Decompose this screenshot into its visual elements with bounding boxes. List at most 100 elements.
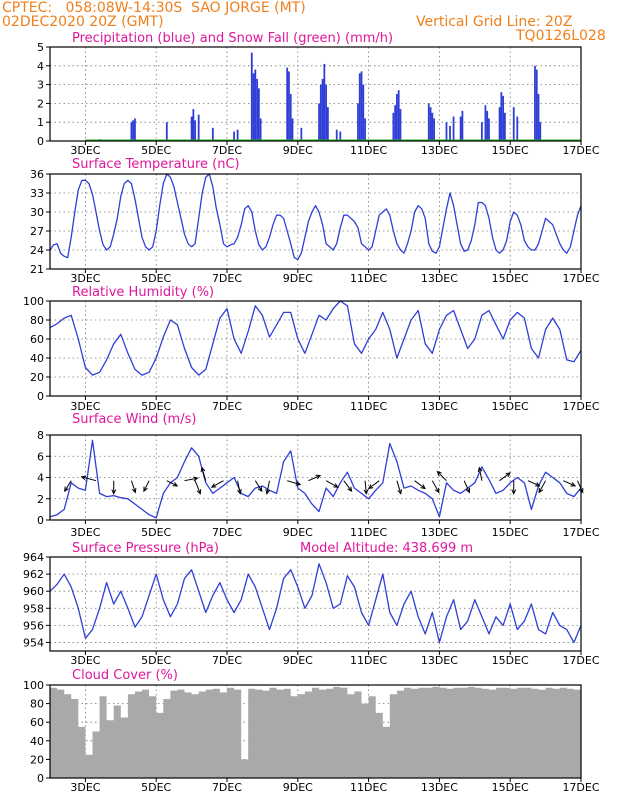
wind-vector-head bbox=[434, 487, 440, 494]
wind-vector-head bbox=[363, 489, 369, 495]
precip-bar bbox=[394, 105, 397, 141]
y-tick-label: 6 bbox=[37, 450, 44, 463]
precip-bar bbox=[397, 90, 400, 141]
x-tick-label: 13DEC bbox=[421, 781, 458, 794]
series-line bbox=[49, 173, 582, 261]
model-code: TQ0126L028 bbox=[516, 28, 606, 44]
x-tick-label: 17DEC bbox=[562, 144, 599, 157]
wind-vector-head bbox=[436, 470, 442, 476]
precip-bar bbox=[319, 84, 322, 141]
precip-bar bbox=[130, 122, 133, 141]
plot-frame bbox=[49, 173, 582, 270]
precip-bar bbox=[256, 78, 258, 141]
y-tick-label: 5 bbox=[37, 41, 44, 54]
panel-3: 0 20 40 60 80 100 3DEC 5DEC 7DEC 9DEC 11DEC 13DEC 15… bbox=[23, 285, 600, 413]
plot-frame bbox=[49, 300, 582, 397]
y-tick-label: 0 bbox=[37, 772, 44, 785]
x-tick-label: 15DEC bbox=[492, 272, 529, 285]
wind-vector bbox=[130, 480, 136, 493]
precip-bar bbox=[321, 78, 324, 141]
panel-6: 0 20 40 60 80 100 3DEC 5DEC 7DEC 9DEC 11DEC 13DEC 15… bbox=[23, 668, 600, 794]
wind-vector bbox=[81, 476, 97, 482]
wind-vector bbox=[254, 480, 263, 492]
y-tick-label: 1 bbox=[37, 116, 44, 129]
precip-bar bbox=[392, 112, 395, 141]
precip-bar bbox=[500, 92, 503, 141]
precip-bar bbox=[165, 122, 168, 141]
plot-frame bbox=[49, 46, 582, 142]
wind-vector bbox=[414, 480, 426, 489]
wind-vector bbox=[364, 480, 367, 494]
x-tick-label: 7DEC bbox=[212, 144, 242, 157]
precip-bar bbox=[194, 120, 197, 141]
x-tick-label: 13DEC bbox=[421, 144, 458, 157]
precip-bar bbox=[291, 118, 294, 141]
wind-vector bbox=[64, 480, 72, 492]
panel-title: Precipitation (blue) and Snow Fall (gree… bbox=[72, 31, 393, 46]
series-line bbox=[49, 300, 582, 376]
panel-title: Surface Temperature (nC) bbox=[72, 157, 240, 172]
x-tick-label: 11DEC bbox=[350, 144, 387, 157]
wind-vector-head bbox=[477, 466, 483, 473]
x-tick-label: 13DEC bbox=[421, 654, 458, 667]
x-tick-label: 17DEC bbox=[562, 654, 599, 667]
y-tick-label: 962 bbox=[23, 568, 44, 581]
y-tick-label: 4 bbox=[37, 472, 44, 485]
wind-vector bbox=[527, 480, 540, 487]
x-tick-label: 5DEC bbox=[141, 144, 171, 157]
precip-bar bbox=[512, 107, 515, 141]
y-tick-label: 2 bbox=[37, 97, 44, 110]
wind-vector bbox=[143, 480, 150, 492]
wind-vector bbox=[478, 467, 483, 481]
wind-vector-head bbox=[578, 487, 584, 494]
panel-title: Surface Wind (m/s) bbox=[72, 412, 196, 427]
x-tick-label: 7DEC bbox=[212, 272, 242, 285]
precip-bar bbox=[516, 116, 519, 141]
precip-bar bbox=[323, 63, 326, 141]
y-tick-label: 100 bbox=[23, 679, 44, 692]
x-tick-label: 17DEC bbox=[562, 526, 599, 539]
wind-vector-head bbox=[64, 486, 69, 493]
y-tick-label: 960 bbox=[23, 585, 44, 598]
station-line: CPTEC: 058:08W-14:30S SAO JORGE (MT) bbox=[2, 0, 306, 16]
wind-vector bbox=[194, 480, 201, 494]
precip-bar bbox=[537, 94, 540, 141]
x-tick-label: 5DEC bbox=[141, 781, 171, 794]
precip-bar bbox=[364, 118, 366, 141]
x-tick-label: 15DEC bbox=[492, 400, 529, 413]
precip-bar bbox=[449, 125, 451, 141]
precip-bar bbox=[211, 127, 214, 141]
y-tick-label: 0 bbox=[37, 390, 44, 403]
wind-vector bbox=[308, 475, 321, 482]
y-tick-label: 954 bbox=[23, 636, 44, 649]
wind-vector-head bbox=[210, 483, 217, 488]
x-tick-label: 17DEC bbox=[562, 272, 599, 285]
panel-title: Cloud Cover (%) bbox=[72, 668, 178, 683]
x-tick-label: 9DEC bbox=[283, 400, 313, 413]
y-tick-label: 40 bbox=[30, 735, 44, 748]
x-tick-label: 15DEC bbox=[492, 144, 529, 157]
wind-vector bbox=[201, 467, 207, 481]
y-tick-label: 20 bbox=[30, 753, 44, 766]
wind-vector-head bbox=[111, 489, 117, 495]
y-tick-label: 80 bbox=[30, 698, 44, 711]
x-tick-label: 15DEC bbox=[492, 781, 529, 794]
wind-vector bbox=[325, 480, 339, 488]
precip-bar bbox=[254, 69, 257, 141]
x-tick-label: 9DEC bbox=[283, 781, 313, 794]
x-tick-label: 17DEC bbox=[562, 781, 599, 794]
panel-2: 21 24 27 30 33 36 3DEC 5DEC 7DEC 9DEC 11DEC 13DEC 15… bbox=[30, 157, 600, 285]
precip-bar bbox=[326, 107, 329, 141]
wind-vector bbox=[287, 480, 301, 486]
precip-bar bbox=[288, 71, 290, 141]
y-tick-label: 8 bbox=[37, 429, 44, 442]
series-line bbox=[49, 439, 582, 519]
x-tick-label: 17DEC bbox=[562, 400, 599, 413]
x-tick-label: 3DEC bbox=[70, 272, 100, 285]
precip-bar bbox=[480, 122, 483, 141]
precip-bar bbox=[257, 88, 260, 141]
precip-bar bbox=[503, 112, 506, 141]
precip-bar bbox=[197, 114, 200, 141]
precip-bar bbox=[289, 94, 292, 141]
